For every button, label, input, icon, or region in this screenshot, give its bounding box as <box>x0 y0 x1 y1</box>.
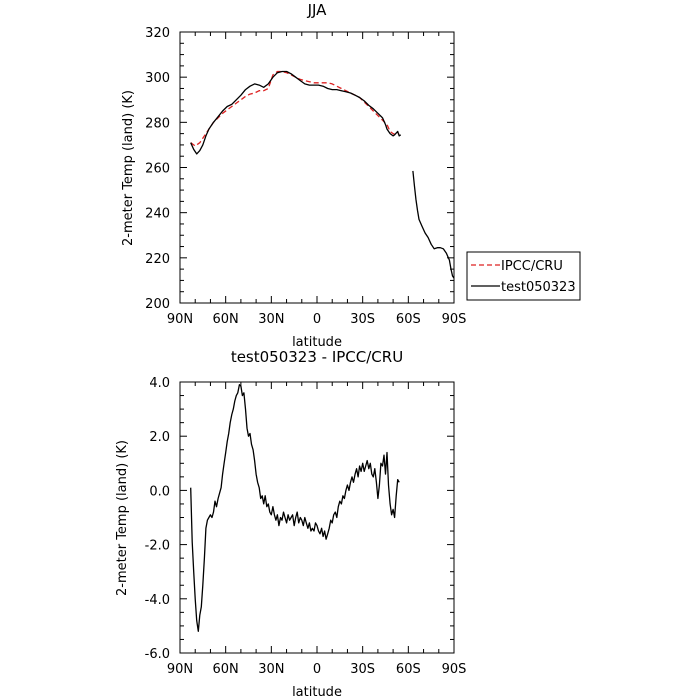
legend: IPCC/CRU test050323 <box>466 251 581 301</box>
top-panel: JJA 90N 60N 30N 0 30S 60S 90S 200 220 240 260 280 30… <box>121 1 466 350</box>
bottom-x-axis-label: latitude <box>292 685 342 700</box>
top-y-tick-label: 240 <box>145 207 170 222</box>
legend-box <box>466 251 581 301</box>
bottom-x-tick-label: 90N <box>167 662 193 677</box>
bottom-y-tick-label: -6.0 <box>145 647 170 662</box>
top-y-tick-label: 200 <box>145 297 170 312</box>
top-x-axis-label: latitude <box>292 335 342 350</box>
top-x-tick-label: 90S <box>442 312 467 327</box>
top-x-tick-label: 90N <box>167 312 193 327</box>
top-chart-title: JJA <box>307 1 328 19</box>
top-y-axis-label: 2-meter Temp (land) (K) <box>121 90 136 246</box>
bottom-x-tick-label: 0 <box>313 662 321 677</box>
top-x-tick-label: 60N <box>213 312 239 327</box>
legend-label-ipcc: IPCC/CRU <box>501 259 563 274</box>
top-y-tick-label: 280 <box>145 116 170 131</box>
top-y-tick-label: 320 <box>145 26 170 41</box>
bottom-y-tick-label: 0.0 <box>149 484 170 499</box>
bottom-y-tick-label: 2.0 <box>149 430 170 445</box>
top-plot-area: 90N 60N 30N 0 30S 60S 90S 200 220 240 260 280 300 320 <box>145 26 466 327</box>
top-x-tick-label: 30N <box>258 312 284 327</box>
top-series-test050323-line-segment-2 <box>412 170 455 279</box>
bottom-x-tick-label: 90S <box>442 662 467 677</box>
bottom-x-tick-label: 60S <box>396 662 421 677</box>
bottom-x-tick-label: 30S <box>350 662 375 677</box>
top-x-tick-label: 30S <box>350 312 375 327</box>
top-series-ipcc-cru-line <box>190 70 400 147</box>
bottom-plot-frame <box>179 381 455 654</box>
bottom-y-tick-label: -4.0 <box>145 593 170 608</box>
bottom-plot-area: 90N 60N 30N 0 30S 60S 90S -6.0 -4.0 -2.0 0.0 2.0 4.0 <box>145 376 467 677</box>
top-plot-frame <box>179 31 455 304</box>
top-y-tick-label: 300 <box>145 71 170 86</box>
bottom-panel: test050323 - IPCC/CRU 90N 60N 30N 0 30S 60S 90… <box>115 348 466 700</box>
bottom-chart-title: test050323 - IPCC/CRU <box>231 348 403 366</box>
bottom-x-tick-label: 30N <box>258 662 284 677</box>
top-y-tick-label: 260 <box>145 162 170 177</box>
legend-label-test: test050323 <box>501 280 576 295</box>
top-series-test050323-line <box>190 70 402 155</box>
bottom-y-tick-label: 4.0 <box>149 376 170 391</box>
bottom-y-tick-label: -2.0 <box>145 539 170 554</box>
bottom-x-tick-label: 60N <box>213 662 239 677</box>
top-x-tick-label: 60S <box>396 312 421 327</box>
bottom-series-difference-line <box>190 384 400 632</box>
top-x-tick-label: 0 <box>313 312 321 327</box>
top-y-tick-label: 220 <box>145 252 170 267</box>
bottom-y-axis-label: 2-meter Temp (land) (K) <box>115 440 130 596</box>
